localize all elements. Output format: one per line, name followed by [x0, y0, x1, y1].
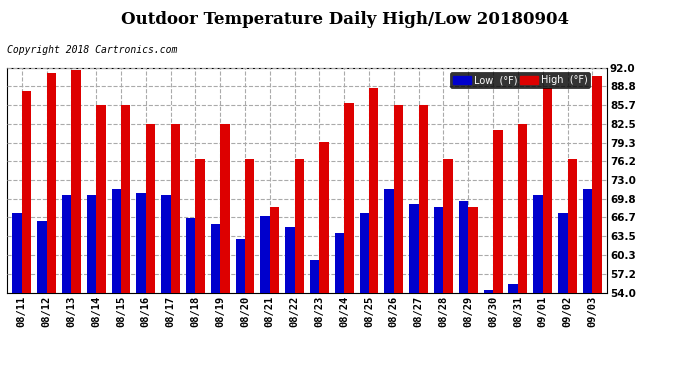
Bar: [146, 124, 155, 292]
Bar: [533, 195, 543, 292]
Bar: [37, 222, 47, 292]
Bar: [186, 219, 195, 292]
Bar: [270, 207, 279, 292]
Bar: [87, 195, 96, 292]
Bar: [245, 159, 255, 292]
Bar: [12, 213, 22, 292]
Bar: [558, 213, 567, 292]
Bar: [260, 216, 270, 292]
Bar: [62, 195, 71, 292]
Text: Outdoor Temperature Daily High/Low 20180904: Outdoor Temperature Daily High/Low 20180…: [121, 11, 569, 28]
Bar: [394, 105, 403, 292]
Bar: [295, 159, 304, 292]
Bar: [444, 159, 453, 292]
Bar: [583, 189, 592, 292]
Bar: [409, 204, 419, 292]
Bar: [112, 189, 121, 292]
Bar: [47, 74, 56, 292]
Bar: [344, 103, 354, 292]
Bar: [137, 193, 146, 292]
Text: Copyright 2018 Cartronics.com: Copyright 2018 Cartronics.com: [7, 45, 177, 55]
Bar: [170, 124, 180, 292]
Bar: [235, 239, 245, 292]
Bar: [384, 189, 394, 292]
Bar: [493, 130, 502, 292]
Bar: [335, 233, 344, 292]
Bar: [195, 159, 205, 292]
Bar: [220, 124, 230, 292]
Bar: [310, 260, 319, 292]
Bar: [285, 227, 295, 292]
Bar: [469, 207, 477, 292]
Bar: [567, 159, 577, 292]
Bar: [369, 88, 379, 292]
Bar: [459, 201, 469, 292]
Bar: [211, 224, 220, 292]
Bar: [592, 76, 602, 292]
Bar: [543, 88, 552, 292]
Bar: [509, 284, 518, 292]
Bar: [22, 91, 31, 292]
Bar: [484, 290, 493, 292]
Bar: [319, 141, 329, 292]
Bar: [359, 213, 369, 292]
Bar: [419, 105, 428, 292]
Bar: [121, 105, 130, 292]
Bar: [518, 124, 527, 292]
Legend: Low  (°F), High  (°F): Low (°F), High (°F): [451, 72, 591, 88]
Bar: [434, 207, 444, 292]
Bar: [161, 195, 170, 292]
Bar: [71, 70, 81, 292]
Bar: [96, 105, 106, 292]
